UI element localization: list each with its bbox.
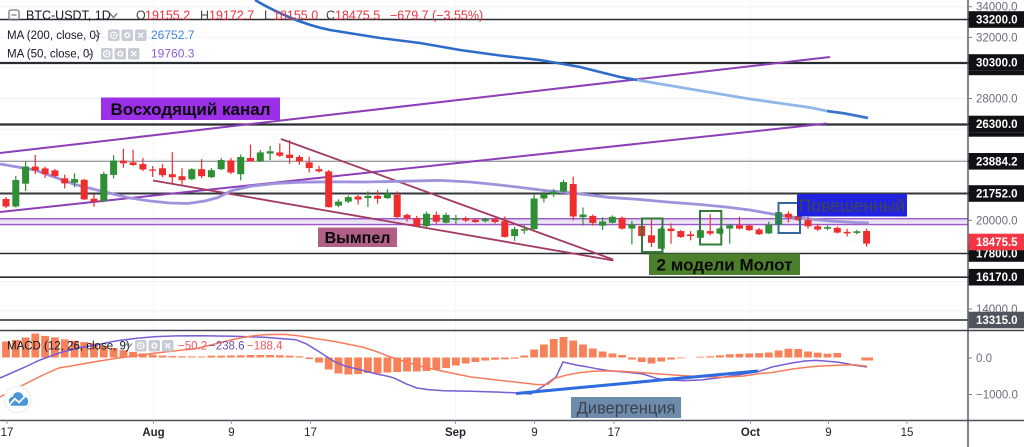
svg-text:26752.7: 26752.7 bbox=[151, 28, 195, 42]
svg-text:H: H bbox=[200, 9, 209, 23]
svg-text:−50.2: −50.2 bbox=[178, 341, 207, 353]
svg-text:0.0: 0.0 bbox=[976, 353, 992, 365]
svg-text:MA (50, close, 0): MA (50, close, 0) bbox=[7, 49, 93, 61]
svg-text:18475.5: 18475.5 bbox=[976, 237, 1018, 249]
svg-text:9: 9 bbox=[531, 427, 537, 439]
svg-text:−188.4: −188.4 bbox=[247, 341, 283, 353]
svg-text:16170.0: 16170.0 bbox=[976, 272, 1018, 284]
svg-text:15: 15 bbox=[901, 427, 914, 439]
svg-text:34000.0: 34000.0 bbox=[976, 2, 1018, 14]
svg-text:19172.7: 19172.7 bbox=[209, 9, 254, 23]
svg-text:Вымпел: Вымпел bbox=[325, 230, 391, 247]
svg-text:21752.0: 21752.0 bbox=[976, 189, 1018, 201]
svg-text:13315.0: 13315.0 bbox=[976, 315, 1018, 327]
svg-text:−679.7 (−3.55%): −679.7 (−3.55%) bbox=[390, 9, 483, 23]
svg-text:Повешенный: Повешенный bbox=[799, 196, 906, 216]
svg-text:18155.0: 18155.0 bbox=[273, 9, 318, 23]
svg-text:9: 9 bbox=[228, 427, 234, 439]
svg-text:Sep: Sep bbox=[445, 427, 466, 439]
svg-text:17: 17 bbox=[304, 427, 317, 439]
svg-text:26300.0: 26300.0 bbox=[976, 119, 1018, 131]
svg-text:19760.3: 19760.3 bbox=[151, 47, 195, 61]
svg-text:17: 17 bbox=[608, 427, 621, 439]
svg-text:17800.0: 17800.0 bbox=[976, 249, 1018, 261]
svg-text:30300.0: 30300.0 bbox=[976, 58, 1018, 70]
svg-text:23884.2: 23884.2 bbox=[976, 156, 1018, 168]
svg-text:Дивергенция: Дивергенция bbox=[577, 399, 676, 417]
svg-text:Aug: Aug bbox=[142, 427, 164, 439]
svg-text:Восходящий канал: Восходящий канал bbox=[110, 100, 270, 119]
svg-text:18475.5: 18475.5 bbox=[335, 9, 380, 23]
svg-text:Oct: Oct bbox=[741, 427, 760, 439]
svg-text:−238.6: −238.6 bbox=[209, 341, 245, 353]
svg-text:BTC-USDT, 1D: BTC-USDT, 1D bbox=[26, 9, 111, 23]
svg-text:2 модели Молот: 2 модели Молот bbox=[657, 255, 793, 274]
svg-text:MA (200, close, 0): MA (200, close, 0) bbox=[7, 30, 100, 42]
svg-text:−1000.0: −1000.0 bbox=[976, 390, 1018, 402]
svg-text:9: 9 bbox=[825, 427, 831, 439]
svg-text:28000.0: 28000.0 bbox=[976, 94, 1018, 106]
svg-text:20000.0: 20000.0 bbox=[976, 215, 1018, 227]
svg-text:19155.2: 19155.2 bbox=[145, 9, 190, 23]
svg-text:33200.0: 33200.0 bbox=[976, 15, 1018, 27]
svg-text:L: L bbox=[264, 9, 271, 23]
svg-text:O: O bbox=[136, 9, 146, 23]
svg-text:C: C bbox=[326, 9, 335, 23]
svg-text:17: 17 bbox=[1, 427, 14, 439]
svg-text:MACD (12, 26, close, 9): MACD (12, 26, close, 9) bbox=[7, 341, 130, 353]
svg-text:32000.0: 32000.0 bbox=[976, 32, 1018, 44]
